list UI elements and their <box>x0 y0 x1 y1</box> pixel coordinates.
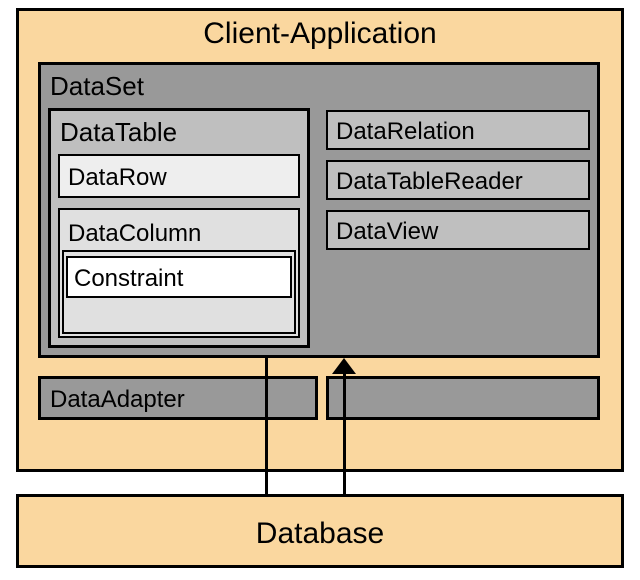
label-datatable: DataTable <box>60 117 177 148</box>
arrow-line-1 <box>343 370 346 494</box>
label-datacolumn: DataColumn <box>68 220 201 248</box>
label-datarow: DataRow <box>68 164 167 192</box>
label-dataview: DataView <box>336 218 438 246</box>
label-dataset: DataSet <box>50 71 144 102</box>
arrow-head-1 <box>332 358 356 374</box>
box-dataadapter_right <box>326 376 600 420</box>
label-constraint: Constraint <box>74 265 183 293</box>
label-database: Database <box>0 517 640 551</box>
diagram-canvas: Client-Application DataSet DataTable DataRo… <box>0 0 640 580</box>
arrow-line-0 <box>265 358 268 494</box>
label-datarelation: DataRelation <box>336 118 475 146</box>
label-client_app: Client-Application <box>0 17 640 51</box>
label-dataadapter: DataAdapter <box>50 386 185 414</box>
label-datatablereader: DataTableReader <box>336 168 523 196</box>
